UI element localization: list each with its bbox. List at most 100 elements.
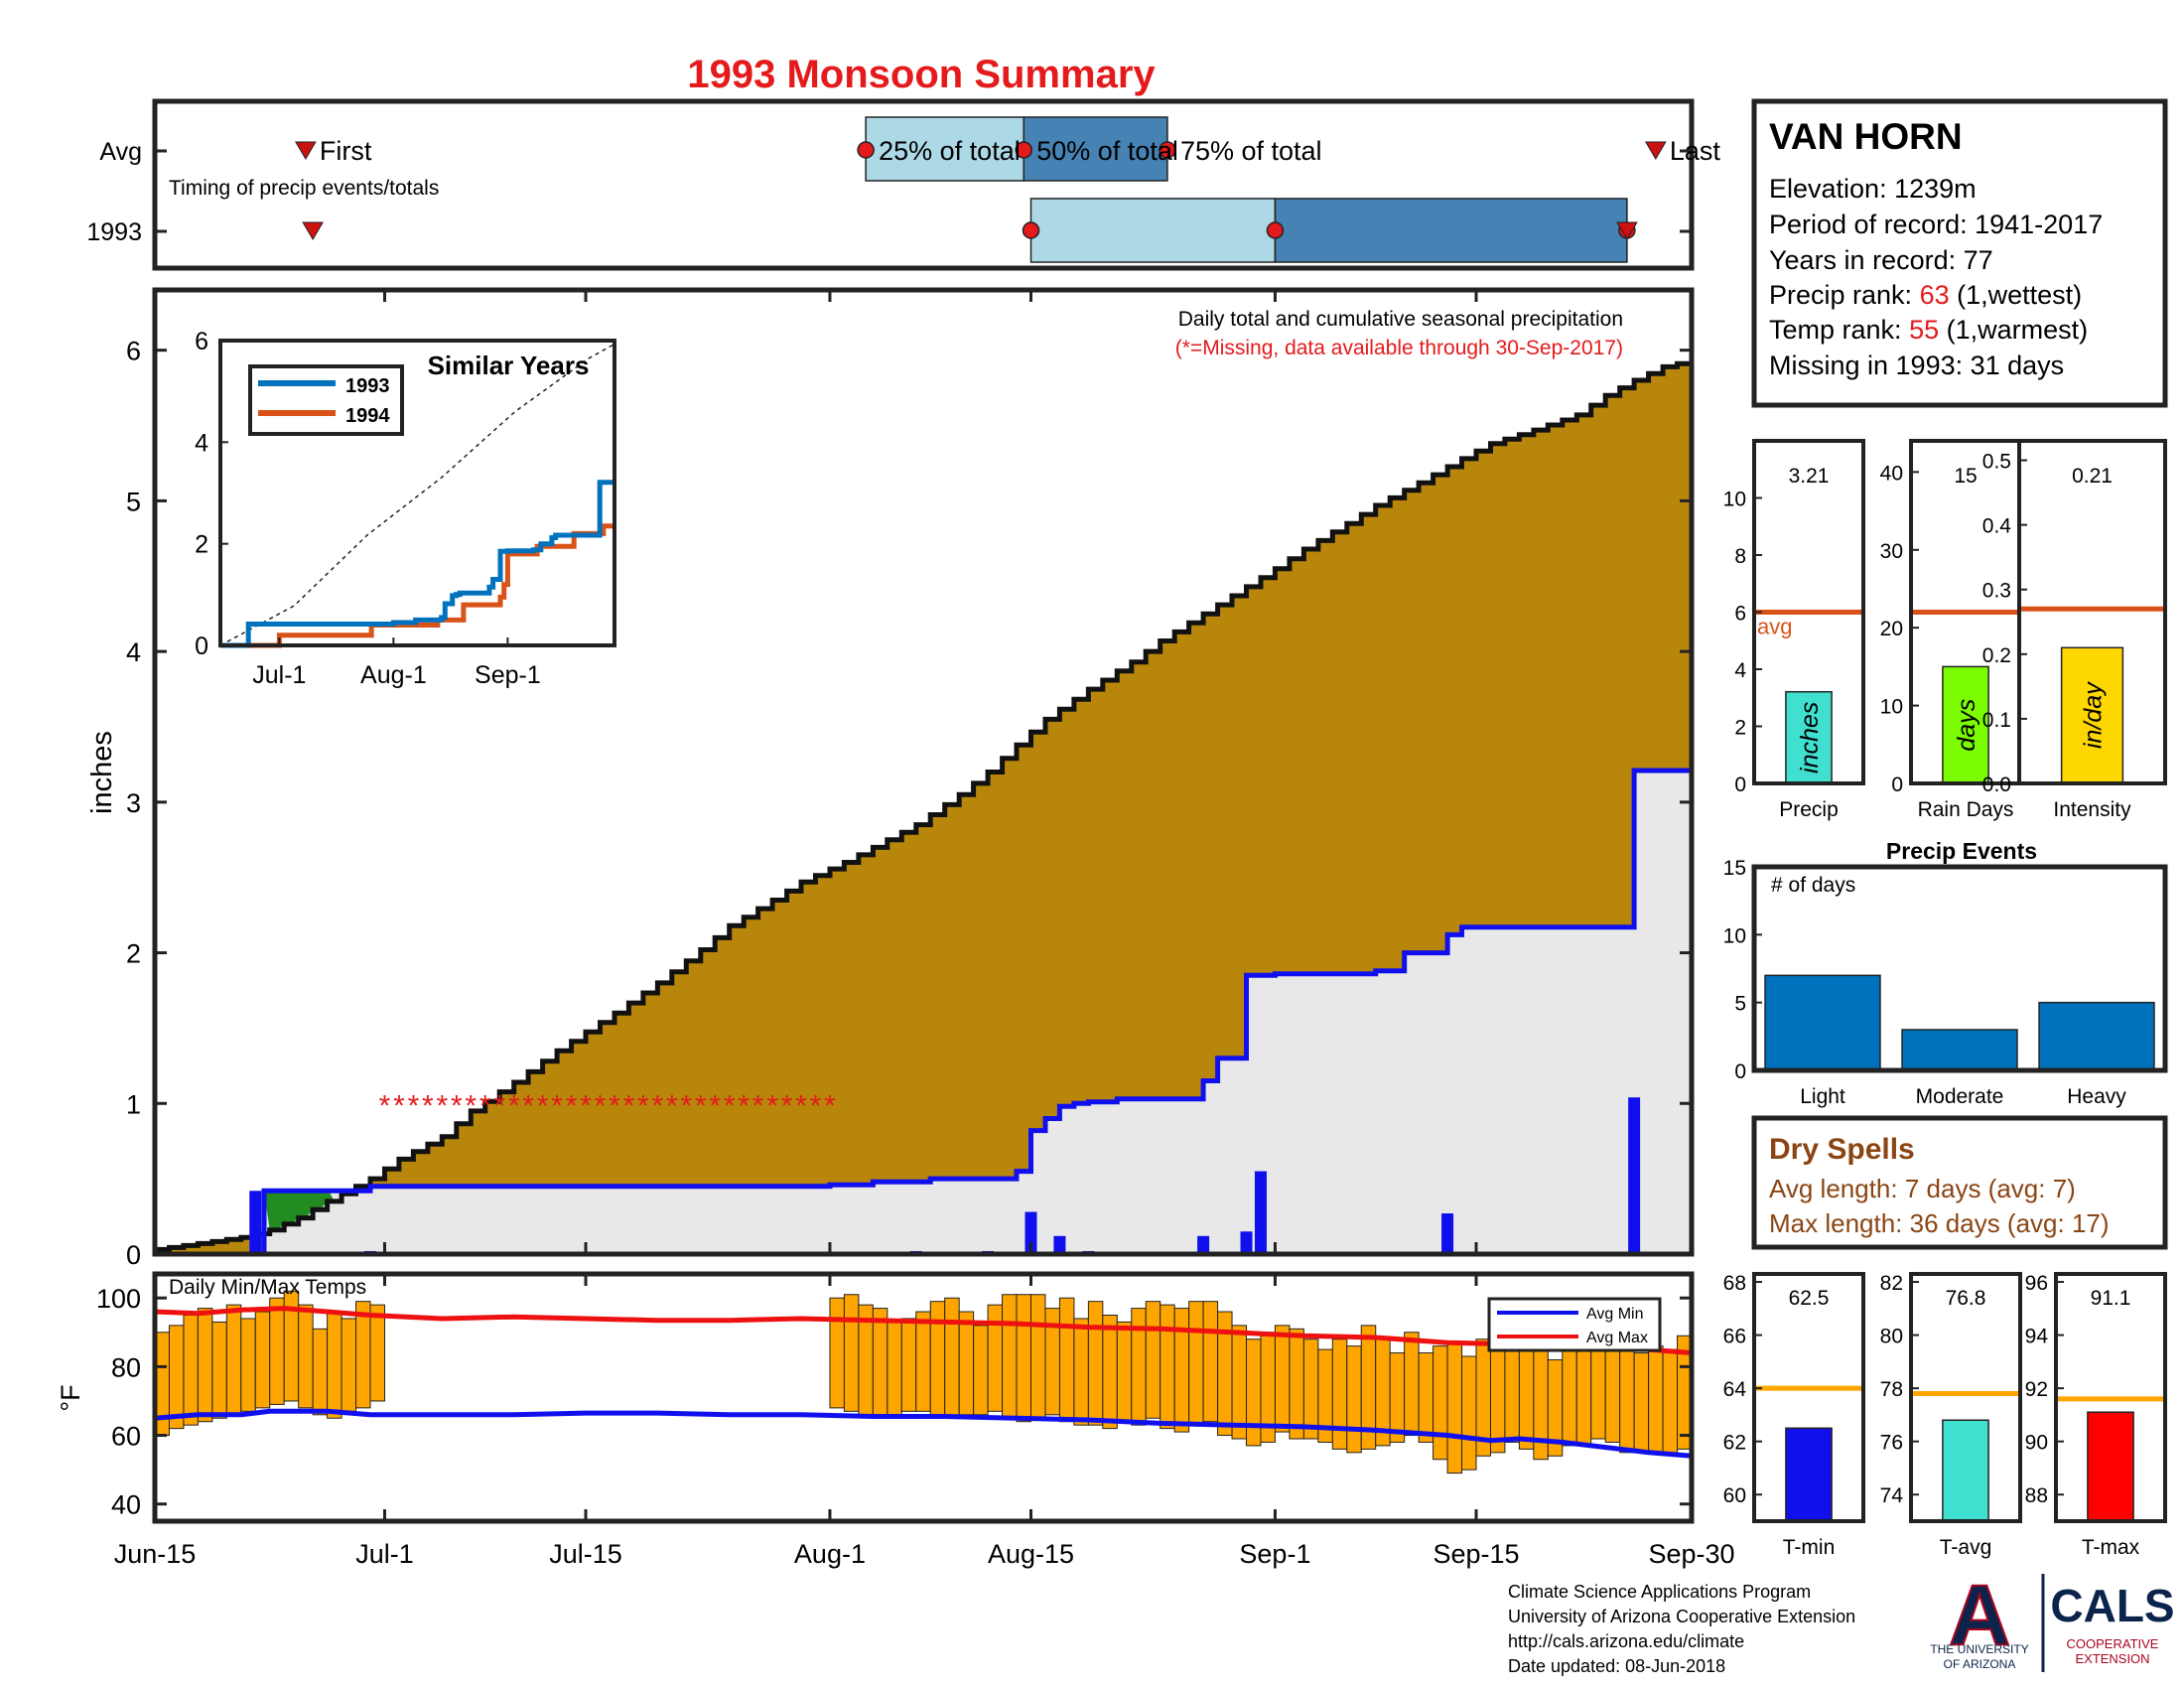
daily-precip-bar <box>1240 1231 1253 1254</box>
inset-title: Similar Years <box>428 351 590 380</box>
main-y-tick-label: 5 <box>126 487 141 516</box>
observed-cumulative-line <box>155 768 1692 1257</box>
main-y-tick-label: 1 <box>126 1089 141 1119</box>
side-panel-bar <box>2087 1411 2134 1522</box>
avg-min-line <box>154 1408 1693 1459</box>
station-info: VAN HORN Elevation: 1239m Period of reco… <box>1751 98 2168 408</box>
ua-logo-line-1: THE UNIVERSITY <box>1930 1642 2028 1656</box>
side-panel-bar <box>2060 646 2124 784</box>
temp-range-bar <box>1433 1345 1448 1461</box>
footer: Climate Science Applications Program Uni… <box>1508 1582 1855 1676</box>
side-panel-unit-label: days <box>1953 699 1980 752</box>
temp-range-bar <box>211 1321 227 1419</box>
station-name: VAN HORN <box>1769 116 1963 157</box>
cals-logo-line-1: COOPERATIVE <box>2067 1636 2159 1651</box>
side-panel-y-tick-label: 62 <box>1723 1432 1746 1455</box>
side-panel-y-tick-label: 0.4 <box>1982 515 2012 538</box>
daily-precip-bar <box>1441 1213 1454 1254</box>
missing-data-marker: * <box>566 1089 578 1122</box>
temp-range-bar <box>1461 1355 1477 1471</box>
missing-data-marker: * <box>623 1089 635 1122</box>
side-panel-y-tick-label: 20 <box>1880 618 1903 640</box>
side-panel-y-tick-label: 66 <box>1723 1326 1746 1348</box>
timing-obs-box-25-50 <box>1029 198 1277 263</box>
side-panel-frame <box>1752 1272 1865 1523</box>
precip-avg-label: avg <box>1757 615 1792 639</box>
temp-range-bar <box>1274 1325 1291 1433</box>
temp-range-bar <box>225 1304 242 1416</box>
missing-data-marker: * <box>522 1089 534 1122</box>
side-panel-y-tick-label: 92 <box>2025 1378 2048 1401</box>
missing-data-marker: * <box>551 1089 563 1122</box>
missing-data-marker: * <box>824 1089 836 1122</box>
side-panel-x-label: Precip <box>1779 798 1839 821</box>
temp-y-tick-label: 80 <box>111 1352 141 1382</box>
dry-spells-max: Max length: 36 days (avg: 17) <box>1769 1208 2110 1238</box>
event-bar-moderate <box>1901 1029 2018 1071</box>
temp-range-bar <box>944 1297 960 1419</box>
p50-label: 50% of total <box>1036 136 1178 166</box>
timing-row-1993: 1993 <box>86 218 142 246</box>
side-panel-y-tick-label: 90 <box>2025 1432 2048 1455</box>
events-y-tick-label: 15 <box>1723 857 1746 880</box>
event-category-label: Moderate <box>1916 1085 2004 1108</box>
side-panel-y-tick-label: 10 <box>1723 489 1746 511</box>
station-missing: Missing in 1993: 31 days <box>1769 351 2064 380</box>
temp-rank-suffix: (1,warmest) <box>1939 315 2088 345</box>
timing-avg-p50_day-dot <box>1015 141 1033 159</box>
footer-line-4: Date updated: 08-Jun-2018 <box>1508 1656 1725 1676</box>
missing-data-marker: * <box>666 1089 678 1122</box>
cals-logo-name: CALS <box>2050 1580 2174 1631</box>
temp-range-bar <box>1504 1345 1520 1443</box>
side-panel-x-label: T-min <box>1783 1536 1836 1559</box>
timing-avg-box-50-75 <box>1023 116 1168 182</box>
temp-range-bar <box>900 1318 917 1412</box>
side-panel-rain-days: 0 10 20 30 40 15 days Rain Days <box>1880 439 2022 821</box>
side-panel-x-label: Rain Days <box>1918 798 2014 821</box>
missing-data-marker: * <box>810 1089 822 1122</box>
side-panel-y-tick-label: 4 <box>1734 659 1746 682</box>
missing-data-marker: * <box>493 1089 505 1122</box>
temp-range-bar <box>915 1311 931 1412</box>
temp-range-bar <box>341 1318 357 1412</box>
main-y-tick-label: 2 <box>126 939 141 969</box>
missing-data-marker: * <box>479 1089 491 1122</box>
missing-data-marker: * <box>451 1089 463 1122</box>
temp-rank-prefix: Temp rank: <box>1769 315 1909 345</box>
side-panel-y-tick-label: 40 <box>1880 462 1903 485</box>
timing-obs-box-50-75 <box>1274 198 1628 263</box>
station-precip-rank: Precip rank: 63 (1,wettest) <box>1769 280 2082 310</box>
temp-y-tick-label: 100 <box>96 1284 141 1314</box>
timing-obs-p50_day-dot <box>1266 221 1285 239</box>
side-panel-bar <box>1785 1427 1833 1522</box>
temp-range-bar <box>240 1318 256 1412</box>
missing-data-marker: * <box>379 1089 391 1122</box>
inset-x-tick-label: Jul-1 <box>252 661 306 689</box>
event-category-label: Light <box>1800 1085 1845 1108</box>
temp-legend-box <box>1487 1297 1662 1352</box>
temp-range-bar <box>1389 1352 1406 1443</box>
inset-frame <box>218 339 616 647</box>
temp-y-tick-label: 40 <box>111 1490 141 1520</box>
timing-avg-box-25-50 <box>865 116 1025 182</box>
temp-range-bar <box>958 1311 975 1416</box>
timing-obs-last_day-marker <box>1616 221 1638 240</box>
timing-row-avg: Avg <box>99 138 142 166</box>
side-panel-frame <box>2054 1272 2167 1523</box>
temp-y-tick-label: 60 <box>111 1422 141 1452</box>
dry-spells-title: Dry Spells <box>1769 1133 1915 1166</box>
main-note-2: (*=Missing, data available through 30-Se… <box>1175 337 1623 359</box>
temp-range-bar <box>1202 1301 1219 1423</box>
footer-line-1: Climate Science Applications Program <box>1508 1582 1811 1602</box>
temp-range-bar <box>1648 1345 1664 1454</box>
daily-precip-bar <box>1197 1235 1210 1254</box>
missing-data-marker: * <box>537 1089 549 1122</box>
side-panel-y-tick-label: 8 <box>1734 545 1746 568</box>
side-panel-y-tick-label: 96 <box>2025 1272 2048 1295</box>
temp-ylabel: °F <box>56 1384 85 1411</box>
temp-title: Daily Min/Max Temps <box>169 1276 366 1299</box>
missing-data-marker: * <box>508 1089 520 1122</box>
side-panel-x-label: T-max <box>2082 1536 2140 1559</box>
